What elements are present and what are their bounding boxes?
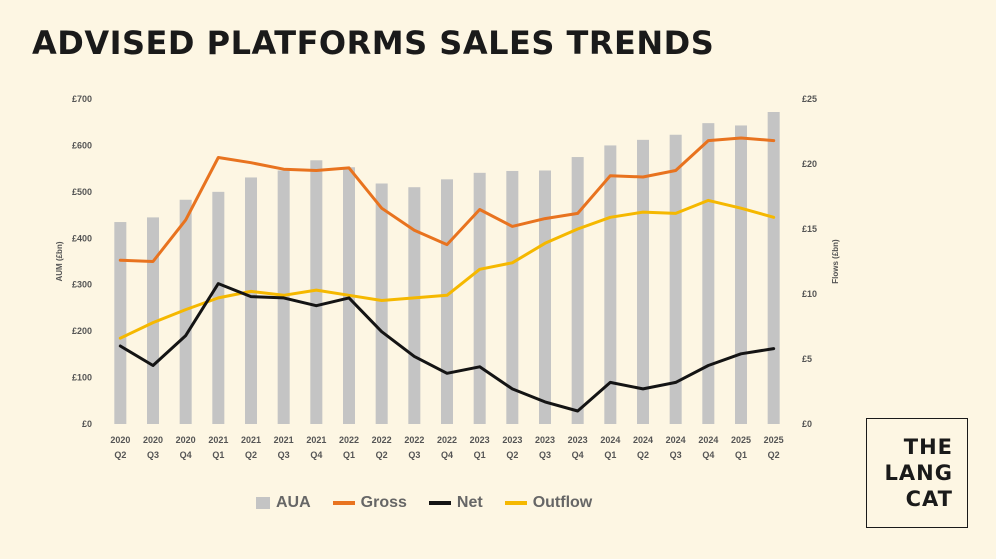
bar-aua — [441, 179, 453, 424]
bar-aua — [506, 170, 519, 424]
bar-aua — [375, 183, 388, 424]
x-tick-label-year: 2025 — [731, 435, 751, 445]
legend-item-aua: AUA — [256, 494, 311, 512]
x-tick-label-quarter: Q3 — [147, 450, 159, 460]
bar-aua — [310, 160, 323, 425]
y-tick-label: £400 — [72, 233, 92, 243]
legend-swatch-net — [428, 501, 451, 505]
line-net — [118, 282, 776, 413]
x-tick-label-year: 2024 — [633, 435, 653, 445]
x-tick-label-quarter: Q1 — [735, 450, 747, 460]
x-tick-label-year: 2023 — [470, 435, 490, 445]
x-tick-label-year: 2022 — [404, 435, 424, 445]
x-tick-label-year: 2020 — [110, 435, 130, 445]
chart-title: ADVISED PLATFORMS SALES TRENDS — [32, 24, 715, 62]
line-gross — [118, 136, 776, 263]
x-tick-label-quarter: Q3 — [408, 450, 420, 460]
x-tick-label-year: 2020 — [176, 435, 196, 445]
x-tick-label-quarter: Q2 — [506, 450, 518, 460]
y-tick-label: £500 — [72, 187, 92, 197]
y2-tick-label: £0 — [802, 419, 812, 429]
x-tick-label-quarter: Q2 — [245, 450, 257, 460]
bar-aua — [408, 187, 421, 424]
bar-aua — [702, 123, 715, 425]
x-tick-label-year: 2024 — [600, 435, 620, 445]
x-tick-label-quarter: Q1 — [212, 450, 224, 460]
x-tick-label-quarter: Q4 — [702, 450, 714, 460]
x-tick-label-year: 2023 — [535, 435, 555, 445]
logo-line-3: CAT — [905, 487, 953, 511]
x-tick-label-year: 2023 — [568, 435, 588, 445]
bar-aua — [179, 199, 192, 424]
x-tick-label-quarter: Q1 — [343, 450, 355, 460]
x-tick-label-year: 2024 — [698, 435, 718, 445]
x-tick-label-quarter: Q3 — [670, 450, 682, 460]
y-tick-label: £300 — [72, 280, 92, 290]
y-tick-label: £700 — [72, 94, 92, 104]
x-tick-label-year: 2020 — [143, 435, 163, 445]
bar-aua — [114, 222, 127, 424]
legend-label-outflow: Outflow — [532, 494, 593, 511]
y-axis-title: AUM (£bn) — [55, 241, 64, 281]
bar-aua — [767, 112, 780, 424]
y2-tick-label: £15 — [802, 224, 817, 234]
bar-aua — [539, 170, 551, 424]
x-tick-label-quarter: Q3 — [278, 450, 290, 460]
y-tick-label: £200 — [72, 326, 92, 336]
bar-aua — [473, 172, 486, 424]
bar-aua — [604, 145, 617, 424]
bar-aua — [212, 191, 225, 424]
bar-aua — [245, 177, 257, 424]
legend-item-net: Net — [428, 494, 483, 512]
y2-tick-label: £25 — [802, 94, 817, 104]
x-tick-label-quarter: Q4 — [441, 450, 453, 460]
x-tick-label-year: 2024 — [666, 435, 686, 445]
y2-tick-label: £20 — [802, 159, 817, 169]
line-outflow — [118, 198, 776, 340]
x-tick-label-year: 2023 — [502, 435, 522, 445]
x-tick-label-year: 2022 — [437, 435, 457, 445]
legend-label-aua: AUA — [276, 494, 311, 511]
chart-legend: AUA Gross Net Outflow — [256, 494, 592, 512]
y2-tick-label: £10 — [802, 289, 817, 299]
x-tick-label-quarter: Q2 — [376, 450, 388, 460]
x-tick-label-quarter: Q1 — [474, 450, 486, 460]
y-tick-label: £600 — [72, 140, 92, 150]
x-tick-label-year: 2021 — [274, 435, 294, 445]
bar-aua — [669, 134, 682, 424]
legend-label-gross: Gross — [360, 494, 407, 511]
x-tick-label-quarter: Q2 — [114, 450, 126, 460]
logo-line-1: THE — [903, 435, 953, 459]
y2-axis-title: Flows (£bn) — [831, 239, 840, 284]
legend-label-net: Net — [456, 494, 483, 511]
legend-swatch-gross — [332, 501, 355, 505]
bar-aua — [637, 139, 649, 424]
x-tick-label-quarter: Q4 — [180, 450, 192, 460]
x-tick-label-quarter: Q1 — [604, 450, 616, 460]
y-tick-label: £100 — [72, 373, 92, 383]
legend-item-gross: Gross — [332, 494, 407, 512]
x-tick-label-quarter: Q3 — [539, 450, 551, 460]
x-tick-label-year: 2022 — [339, 435, 359, 445]
x-tick-label-year: 2021 — [241, 435, 261, 445]
x-tick-label-quarter: Q4 — [310, 450, 322, 460]
bar-aua — [735, 125, 747, 424]
bar-aua — [571, 157, 584, 425]
x-tick-label-year: 2025 — [764, 435, 784, 445]
bar-aua — [147, 217, 159, 424]
logo-line-2: LANG — [884, 461, 953, 485]
y2-tick-label: £5 — [802, 354, 812, 364]
legend-item-outflow: Outflow — [504, 494, 593, 512]
x-tick-label-year: 2021 — [208, 435, 228, 445]
x-tick-label-year: 2021 — [306, 435, 326, 445]
chart-svg: £0 £100 £200 £300 £400 £500 £600 £700 £0 £5 £10 £15… — [55, 94, 840, 460]
lang-cat-logo: THE LANG CAT — [866, 418, 968, 528]
y-tick-label: £0 — [82, 419, 92, 429]
x-tick-label-year: 2022 — [372, 435, 392, 445]
legend-swatch-outflow — [504, 501, 527, 505]
x-tick-label-quarter: Q2 — [768, 450, 780, 460]
x-tick-label-quarter: Q2 — [637, 450, 649, 460]
legend-swatch-aua — [256, 497, 270, 509]
x-tick-label-quarter: Q4 — [572, 450, 584, 460]
